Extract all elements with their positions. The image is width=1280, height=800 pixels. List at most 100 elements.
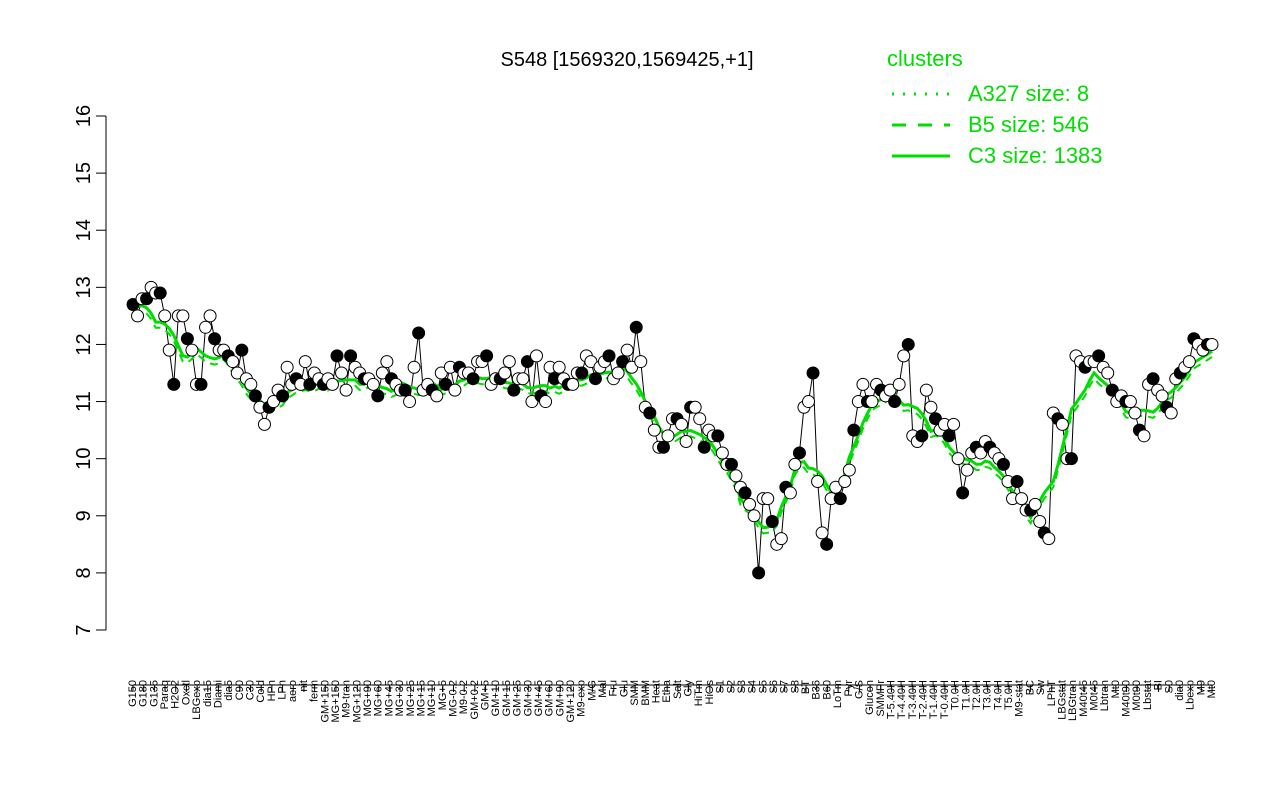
x-tick-label: Diami xyxy=(212,680,224,708)
x-tick-label: GM+60 xyxy=(544,680,556,716)
x-tick-label: MG+5 xyxy=(437,680,449,710)
data-point xyxy=(1064,452,1078,466)
chart-title: S548 [1569320,1569425,+1] xyxy=(500,49,753,71)
plot-frame xyxy=(105,116,1212,686)
x-tick-label: C90 xyxy=(234,680,246,700)
x-tick-label: T3.0H xyxy=(982,680,994,710)
x-tick-label: T-3.40H xyxy=(907,680,919,719)
cluster-b5-line xyxy=(132,310,1213,535)
x-tick-label: T1.0H xyxy=(960,680,972,710)
x-tick-label: G135 xyxy=(148,680,160,707)
x-tick-label: GM+15 xyxy=(501,680,513,716)
x-tick-label: LBGstat xyxy=(1056,680,1068,720)
data-point xyxy=(529,349,543,363)
x-tick-label: Cold xyxy=(255,680,267,703)
data-point xyxy=(448,383,462,397)
data-point xyxy=(815,526,829,540)
data-point xyxy=(588,372,602,386)
data-point xyxy=(656,440,670,454)
data-point xyxy=(924,400,938,414)
data-point xyxy=(679,435,693,449)
data-point xyxy=(158,309,172,323)
data-point xyxy=(502,355,516,369)
data-points xyxy=(126,280,1219,580)
data-point xyxy=(507,383,521,397)
data-point xyxy=(643,406,657,420)
x-tick-label: MG+60 xyxy=(373,680,385,716)
x-tick-label: nit xyxy=(298,680,310,692)
data-point xyxy=(335,366,349,380)
x-tick-label: GM+45 xyxy=(533,680,545,716)
x-tick-label: BC xyxy=(1024,680,1036,695)
x-tick-label: LBGexp xyxy=(191,680,203,720)
data-point xyxy=(729,469,743,483)
data-point xyxy=(774,532,788,546)
data-point xyxy=(697,440,711,454)
data-point xyxy=(1010,475,1024,489)
x-tick-label: S4 xyxy=(747,680,759,693)
data-point xyxy=(996,457,1010,471)
data-point xyxy=(371,389,385,403)
x-tick-label: dia5 xyxy=(223,680,235,701)
data-point xyxy=(235,343,249,357)
data-point xyxy=(276,389,290,403)
x-tick-label: MG+90 xyxy=(362,680,374,716)
data-point xyxy=(842,463,856,477)
data-point xyxy=(847,423,861,437)
data-point xyxy=(539,395,553,409)
x-tick-label: M0t90 xyxy=(1131,680,1143,711)
x-tick-label: BMM xyxy=(640,680,652,706)
x-tick-label: M/G xyxy=(586,680,598,701)
x-tick-label: T4.0H xyxy=(992,680,1004,710)
data-point xyxy=(430,389,444,403)
data-point xyxy=(1128,406,1142,420)
y-axis: 7 8 9 10 11 12 13 14 15 16 xyxy=(73,105,106,636)
data-point xyxy=(403,395,417,409)
x-tick-label: Mt0 xyxy=(1206,680,1218,698)
x-tick-label: ferm xyxy=(309,680,321,702)
x-tick-label: LoTm xyxy=(832,680,844,708)
x-tick-label: aero xyxy=(287,680,299,702)
x-tick-label: B60 xyxy=(821,680,833,700)
data-point xyxy=(566,377,580,391)
x-tick-label: G150 xyxy=(127,680,139,707)
series-line xyxy=(132,286,1212,573)
x-tick-label: MG+10 xyxy=(426,680,438,716)
x-tick-label: Paraq xyxy=(159,680,171,709)
data-point xyxy=(761,492,775,506)
x-tick-label: T-1.40H xyxy=(928,680,940,719)
data-point xyxy=(942,429,956,443)
data-point xyxy=(675,417,689,431)
data-point xyxy=(888,395,902,409)
x-tick-label: dia0 xyxy=(1174,680,1186,701)
legend-label-a327: A327 size: 8 xyxy=(968,81,1089,106)
data-point xyxy=(298,355,312,369)
data-point xyxy=(466,372,480,386)
x-tick-label: S0 xyxy=(1163,680,1175,693)
x-tick-label: M40t45 xyxy=(1078,680,1090,717)
x-tick-label: M9-stat xyxy=(1014,680,1026,717)
x-tick-label: T-5.40H xyxy=(886,680,898,719)
data-point xyxy=(1028,497,1042,511)
x-tick-label: Oxctl xyxy=(180,680,192,705)
x-tick-label: M9-exp xyxy=(576,680,588,717)
data-point xyxy=(325,377,339,391)
x-tick-label: T-4.40H xyxy=(896,680,908,719)
x-tick-label: GM+90 xyxy=(554,680,566,716)
data-point xyxy=(833,492,847,506)
data-point xyxy=(915,429,929,443)
x-tick-label: T5.0H xyxy=(1003,680,1015,710)
y-tick-label: 8 xyxy=(73,567,95,578)
x-tick-label: S8 xyxy=(789,680,801,693)
data-point xyxy=(788,457,802,471)
y-tick-label: 7 xyxy=(73,624,95,635)
data-point xyxy=(611,366,625,380)
x-tick-label: MG+25 xyxy=(405,680,417,716)
x-tick-label: MG+15 xyxy=(415,680,427,716)
y-tick-label: 15 xyxy=(73,162,95,184)
data-point xyxy=(811,475,825,489)
data-point xyxy=(516,372,530,386)
data-point xyxy=(248,389,262,403)
data-point xyxy=(783,486,797,500)
